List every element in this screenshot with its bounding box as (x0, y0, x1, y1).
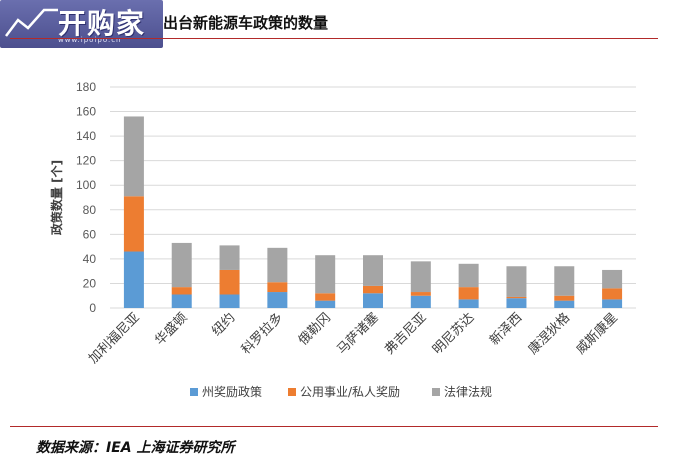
bar-segment-1 (123, 251, 144, 308)
bar-segment-3 (363, 255, 383, 286)
bar-segment-1 (602, 299, 623, 308)
bar-segment-1 (219, 294, 240, 308)
y-tick-label: 40 (83, 252, 97, 266)
bar-segment-2 (363, 285, 383, 294)
y-tick-label: 60 (83, 227, 97, 241)
legend-label-2: 公用事业/私人奖励 (300, 385, 400, 399)
bar-segment-2 (315, 293, 336, 301)
bar-segment-2 (123, 196, 144, 252)
footer-divider (10, 426, 658, 427)
bar-segment-2 (267, 282, 288, 293)
stacked-bar-chart: 0 20 40 60 80 100 120 140 160 180 政策数量 [个] 加利福尼亚 华盛顿… (49, 80, 636, 399)
bar-segment-3 (554, 266, 575, 296)
x-category-label: 新泽西 (486, 310, 525, 349)
x-category-label: 威斯康星 (573, 310, 621, 358)
bar-segment-2 (458, 287, 479, 300)
logo-url: www.ipoipo.cn (58, 36, 122, 44)
page-title: 出台新能源车政策的数量 (163, 14, 329, 32)
chart-trend-icon (5, 8, 58, 37)
y-tick-label: 20 (83, 276, 97, 290)
bar-segment-2 (506, 296, 527, 299)
legend-label-1: 州奖励政策 (202, 385, 262, 399)
bar-segment-2 (171, 287, 192, 295)
bar-segment-1 (315, 300, 336, 308)
y-tick-label: 160 (76, 105, 96, 119)
y-tick-label: 180 (76, 80, 96, 94)
x-category-label: 纽约 (209, 310, 238, 339)
bar-segment-1 (458, 299, 479, 308)
bar-segment-3 (123, 116, 144, 197)
y-tick-label: 0 (89, 301, 96, 315)
bar-segment-1 (267, 292, 288, 308)
bar-segment-1 (363, 293, 383, 308)
bar-segment-3 (219, 245, 240, 270)
x-category-label: 加利福尼亚 (86, 310, 143, 367)
source-note: 数据来源：IEA 上海证券研究所 (36, 440, 235, 456)
x-category-label: 弗吉尼亚 (382, 310, 429, 357)
legend-label-3: 法律法规 (444, 384, 492, 399)
x-category-label: 科罗拉多 (238, 310, 286, 358)
bar-segment-1 (410, 295, 431, 308)
bar-segment-2 (219, 269, 240, 295)
brand-logo: 开购家 www.ipoipo.cn (0, 0, 163, 48)
logo-text: 开购家 (58, 7, 146, 40)
bar-segment-1 (554, 300, 575, 308)
legend-swatch-3 (432, 388, 440, 396)
x-category-label: 马萨诸塞 (334, 310, 382, 358)
x-category-label: 华盛顿 (152, 310, 190, 348)
legend-swatch-2 (288, 388, 296, 396)
x-category-label: 俄勒冈 (296, 310, 334, 348)
y-tick-label: 80 (83, 203, 97, 217)
header-divider (10, 38, 658, 39)
bar-segment-3 (458, 263, 479, 288)
bar-segment-3 (171, 242, 192, 288)
legend-swatch-1 (190, 388, 198, 396)
bar-segment-3 (506, 266, 527, 297)
bar-segment-3 (602, 269, 623, 289)
y-tick-label: 120 (76, 154, 96, 168)
x-category-label: 康涅狄格 (525, 310, 573, 358)
x-category-label: 明尼苏达 (429, 310, 477, 358)
y-axis-label: 政策数量 [个] (49, 160, 64, 235)
bar-segment-1 (506, 298, 527, 308)
bar-segment-3 (315, 255, 336, 294)
bar-segment-2 (602, 288, 623, 300)
bar-segment-3 (410, 261, 431, 293)
bar-segment-2 (410, 292, 431, 296)
y-tick-label: 100 (76, 178, 96, 192)
bar-segment-2 (554, 295, 575, 301)
bar-segment-1 (171, 294, 192, 308)
bar-segment-3 (267, 247, 288, 283)
y-tick-label: 140 (76, 129, 96, 143)
